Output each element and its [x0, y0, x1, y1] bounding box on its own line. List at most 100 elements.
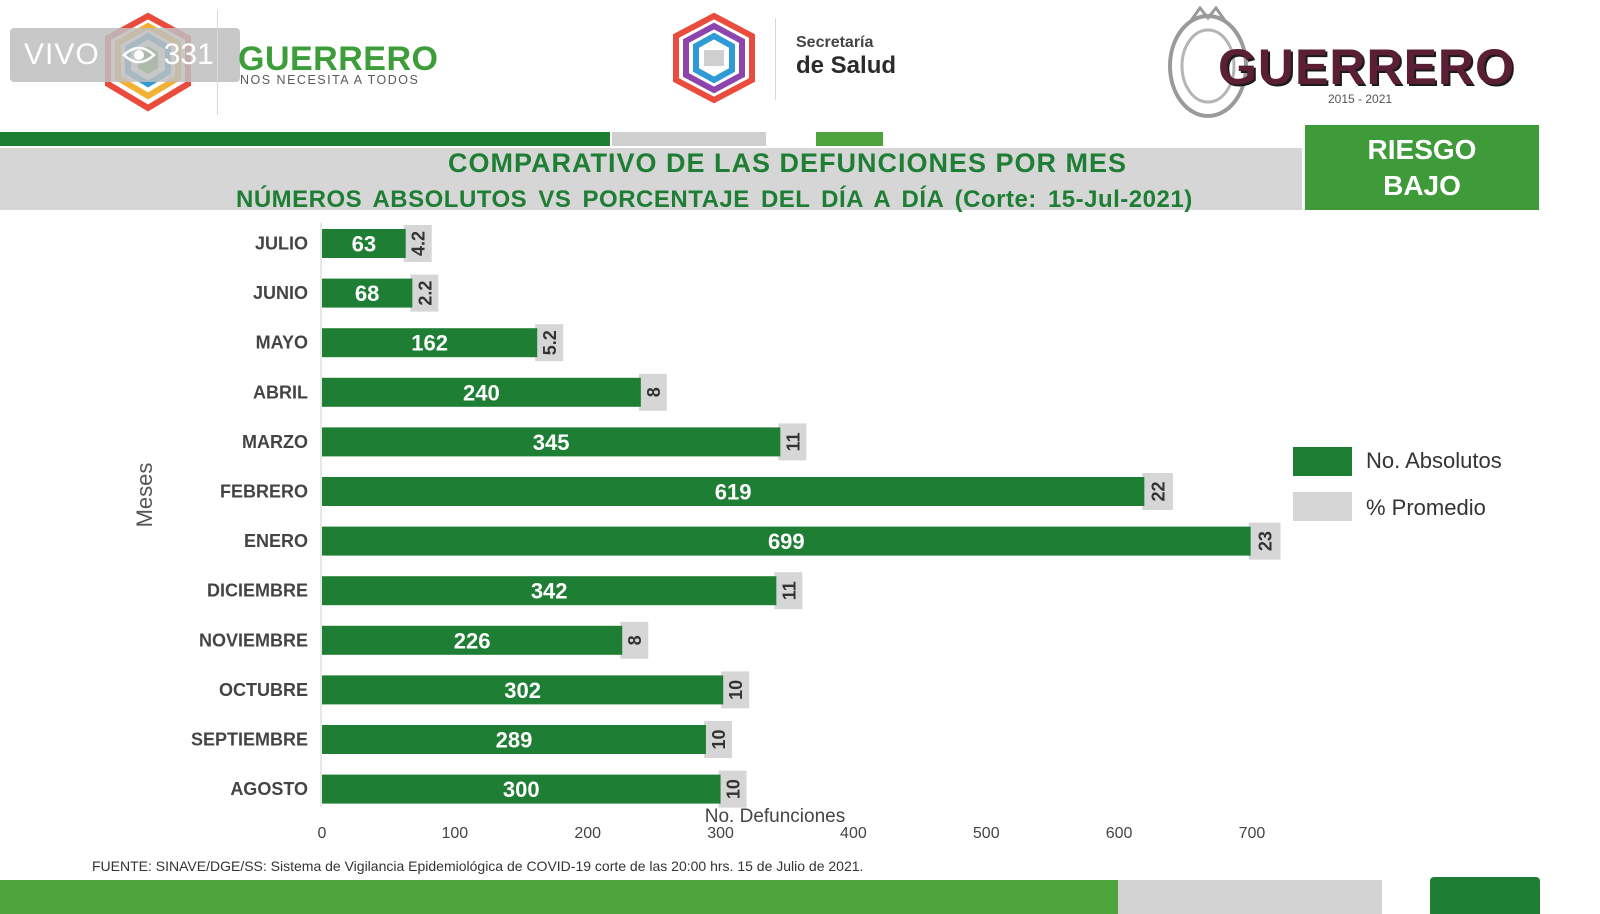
y-axis-title: Meses — [132, 463, 157, 528]
viewer-count: 331 — [163, 38, 214, 71]
category-label: AGOSTO — [230, 779, 308, 799]
x-tick-label: 500 — [973, 825, 1000, 842]
absolute-bar — [322, 229, 406, 258]
percent-bar — [410, 274, 439, 312]
absolute-bar — [322, 576, 777, 606]
percent-bar — [535, 324, 564, 362]
category-label: FEBRERO — [220, 482, 308, 502]
absolute-bar — [322, 625, 623, 655]
percent-value-label: 11 — [783, 432, 803, 451]
header-divider — [217, 10, 218, 115]
left-brand-title: GUERRERO — [238, 40, 439, 78]
chart-subtitle: NÚMEROS ABSOLUTOS VS PORCENTAJE DEL DÍA … — [236, 186, 1193, 213]
live-viewers-overlay: VIVO 331 — [10, 28, 240, 82]
secretaria-label: Secretaría — [796, 34, 874, 51]
category-label: ABRIL — [253, 382, 308, 402]
percent-value-label: 22 — [1149, 481, 1169, 501]
percent-bar — [638, 373, 667, 411]
percent-bar — [403, 225, 432, 262]
percent-bar — [718, 770, 747, 808]
category-label: JUNIO — [253, 283, 308, 303]
absolute-bar — [322, 526, 1251, 556]
eye-icon — [121, 46, 156, 64]
deaths-bar-chart: JULIO 63 4.2 JUNIO 68 2.2 MAYO 162 5.2 ABRIL 240 8 M… — [132, 223, 1502, 842]
footer-bar-green — [0, 880, 1118, 914]
absolute-value-label: 345 — [533, 430, 570, 455]
percent-value-label: 10 — [726, 680, 746, 700]
percent-bar — [774, 572, 803, 610]
category-label: OCTUBRE — [219, 680, 308, 700]
header-divider-2 — [775, 18, 776, 100]
footer-bar-gray — [1118, 880, 1382, 914]
category-label: DICIEMBRE — [207, 581, 308, 601]
x-tick-label: 400 — [840, 825, 867, 842]
absolute-value-label: 162 — [411, 331, 448, 356]
percent-bar — [1248, 522, 1281, 560]
percent-value-label: 11 — [779, 581, 799, 600]
risk-badge-line1: RIESGO — [1367, 133, 1477, 165]
absolute-value-label: 342 — [531, 579, 568, 604]
chart-title: COMPARATIVO DE LAS DEFUNCIONES POR MES — [447, 148, 1128, 178]
absolute-value-label: 240 — [463, 380, 500, 405]
absolute-bar — [322, 427, 781, 457]
x-tick-label: 600 — [1106, 825, 1133, 842]
absolute-value-label: 302 — [504, 678, 541, 703]
secretaria-logo-icon — [668, 12, 760, 104]
category-label: SEPTIEMBRE — [191, 730, 308, 750]
percent-value-label: 8 — [625, 635, 645, 645]
decor-bar-gray — [612, 132, 766, 146]
percent-bar — [1142, 473, 1173, 510]
percent-bar — [620, 621, 649, 659]
absolute-bar — [322, 328, 538, 358]
percent-value-label: 10 — [709, 729, 729, 749]
source-note: FUENTE: SINAVE/DGE/SS: Sistema de Vigila… — [92, 858, 864, 874]
percent-value-label: 10 — [724, 779, 744, 799]
salud-label: de Salud — [796, 52, 897, 79]
percent-bar — [721, 671, 750, 709]
decor-bar-green — [0, 132, 610, 146]
category-label: NOVIEMBRE — [199, 630, 308, 650]
absolute-value-label: 619 — [715, 480, 752, 505]
absolute-value-label: 699 — [768, 529, 805, 554]
risk-badge-line2: BAJO — [1383, 169, 1461, 201]
x-tick-label: 100 — [441, 825, 468, 842]
state-seal-icon — [1160, 4, 1256, 126]
category-label: MARZO — [242, 432, 308, 452]
live-label: VIVO — [24, 38, 100, 71]
x-axis-title: No. Defunciones — [705, 806, 845, 827]
absolute-bar — [322, 675, 724, 705]
decor-bar-lime — [816, 132, 883, 146]
x-tick-label: 300 — [707, 825, 734, 842]
absolute-value-label: 68 — [355, 281, 379, 306]
legend-label-promedio: % Promedio — [1366, 495, 1486, 520]
category-label: MAYO — [256, 333, 308, 353]
percent-value-label: 2.2 — [415, 281, 435, 306]
title-band — [0, 148, 1302, 210]
absolute-value-label: 300 — [503, 777, 540, 802]
legend-swatch-promedio — [1293, 492, 1352, 521]
percent-value-label: 5.2 — [540, 330, 560, 355]
absolute-bar — [322, 278, 413, 308]
absolute-bar — [322, 377, 641, 407]
right-brand-title: GUERRERO — [1218, 39, 1515, 95]
legend-swatch-absolutos — [1293, 447, 1352, 476]
legend-label-absolutos: No. Absolutos — [1366, 448, 1502, 473]
absolute-value-label: 63 — [352, 232, 376, 257]
x-tick-label: 700 — [1239, 825, 1266, 842]
absolute-value-label: 289 — [496, 728, 533, 753]
x-tick-label: 0 — [318, 825, 327, 842]
percent-value-label: 8 — [644, 387, 664, 397]
category-label: JULIO — [255, 234, 308, 254]
absolute-bar — [322, 774, 721, 804]
risk-badge: RIESGO BAJO — [1305, 125, 1539, 210]
header: VIVO 331 GUERRERO NOS NECESITA A TODOS S… — [0, 0, 1600, 130]
category-label: ENERO — [244, 531, 308, 551]
left-brand-tagline: NOS NECESITA A TODOS — [240, 73, 420, 87]
percent-value-label: 4.2 — [409, 231, 429, 256]
right-brand-years: 2015 - 2021 — [1328, 92, 1393, 106]
percent-bar — [703, 721, 732, 758]
x-tick-label: 200 — [574, 825, 601, 842]
percent-value-label: 23 — [1256, 531, 1276, 551]
absolute-value-label: 226 — [454, 628, 491, 653]
footer-bar-dark — [1430, 877, 1540, 914]
